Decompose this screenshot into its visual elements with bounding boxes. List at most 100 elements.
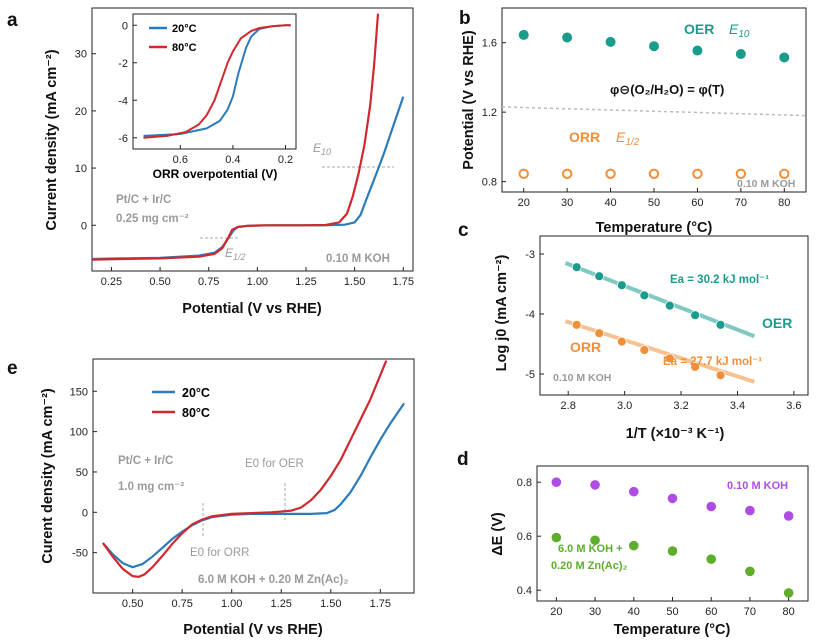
panel-d-ticks: 20 30 40 50 60 70 80 0.4 0.6 0.8	[517, 477, 795, 618]
panel-c-ticks: 2.8 3.0 3.2 3.4 3.6 -3 -4 -5	[525, 249, 801, 412]
panel-d-points	[551, 477, 794, 598]
high-koh-point-3	[667, 546, 678, 556]
panel-c-orr-label: ORR	[570, 339, 601, 355]
panel-d-xtick-label-3: 50	[666, 606, 678, 618]
panel-d-label: d	[457, 449, 469, 470]
panel-b-frame	[501, 7, 807, 193]
inset-curve-80c	[143, 24, 291, 139]
panel-b-xtick-label-2: 40	[604, 197, 616, 209]
panel-c-ytick-label-1: -4	[525, 309, 535, 321]
low-koh-point-2	[628, 486, 639, 497]
orr-logj0-point-0	[571, 319, 582, 330]
panel-e-ytick-label-1: 0	[82, 507, 88, 519]
inset-ytick-label-1: -2	[118, 58, 128, 70]
oer-point-4	[692, 45, 703, 56]
oer-logj0-point-1	[594, 271, 605, 282]
orr-point-5	[735, 168, 747, 179]
e-legend-80c: 80°C	[182, 406, 210, 420]
panel-b-xtick-label-6: 80	[778, 197, 790, 209]
panel-b-ytick-label-0: 0.8	[482, 177, 497, 189]
panel-e-ticks: 0.50 0.75 1.00 1.25 1.50 1.75 -50 0 50 100 150	[70, 386, 391, 610]
low-koh-point-6	[783, 511, 794, 521]
kohlow-label: 0.10 M KOH	[727, 480, 788, 492]
panel-e-label: e	[7, 358, 18, 379]
panel-b-points	[518, 29, 790, 179]
inset-ytick-label-0: 0	[122, 20, 128, 32]
panel-b-xtick-label-5: 70	[735, 197, 747, 209]
e10-label: E10	[313, 141, 331, 157]
panel-e-loading: 1.0 mg cm⁻²	[118, 481, 184, 493]
panel-d: d 20 30 40 50 60 70 80 0.4 0.6 0.8 0.10 M KOH 6.0…	[457, 449, 809, 638]
panel-e-ytick-label-4: 150	[70, 386, 88, 398]
panel-a-ytick-label-2: 20	[75, 106, 87, 118]
high-koh-point-1	[590, 535, 600, 546]
panel-b-ticks: 20 30 40 50 60 70 80 0.8 1.2 1.6	[482, 38, 791, 209]
panel-d-xlabel: Temperature (°C)	[614, 622, 731, 638]
equilibrium-label: φ⊖(O₂/H₂O) = φ(T)	[610, 82, 724, 97]
panel-e-curve-80c	[102, 360, 388, 579]
orr-logj0-point-2	[616, 336, 627, 347]
panel-c: c 2.8 3.0 3.2 3.4 3.6 -3 -4 -5 Ea = 30.2 kJ mol…	[458, 220, 809, 442]
panel-a-xtick-label-0: 0.25	[101, 276, 122, 288]
panel-e-xtick-label-2: 1.00	[221, 598, 242, 610]
orr-point-6	[779, 168, 790, 179]
panel-c-points	[571, 262, 726, 381]
panel-b-xlabel: Temperature (°C)	[596, 220, 713, 236]
oer-point-6	[779, 52, 790, 63]
panel-d-xtick-label-6: 80	[783, 606, 795, 618]
panel-d-xtick-label-0: 20	[550, 606, 562, 618]
orr-logj0-point-6	[715, 370, 726, 381]
orr-point-2	[605, 168, 616, 179]
panel-b: b 20 30 40 50 60 70 80 0.8 1.2 1.6 OER E10 φ⊖(O₂/…	[459, 7, 807, 236]
oer-label: OER	[684, 21, 714, 37]
inset-frame	[132, 13, 297, 150]
panel-c-xtick-label-0: 2.8	[561, 400, 576, 412]
panel-a-xtick-label-6: 1.75	[393, 276, 414, 288]
inset-xlabel: ORR overpotential (V)	[153, 167, 278, 181]
panel-b-xtick-label-0: 20	[518, 197, 530, 209]
panel-a-xtick-label-4: 1.25	[295, 276, 316, 288]
inset-legend-80c: 80°C	[172, 42, 197, 54]
panel-e-xtick-label-1: 0.75	[171, 598, 192, 610]
panel-a-electrolyte: 0.10 M KOH	[326, 253, 390, 265]
panel-b-xtick-label-4: 60	[691, 197, 703, 209]
panel-a-loading: 0.25 mg cm⁻²	[116, 213, 189, 225]
inset-xtick-label-0: 0.6	[173, 154, 188, 166]
panel-d-ylabel: ΔE (V)	[490, 512, 506, 556]
orr-logj0-point-1	[594, 328, 605, 339]
panel-b-ytick-label-2: 1.6	[482, 38, 497, 50]
oer-logj0-point-2	[616, 280, 627, 291]
oer-logj0-point-4	[664, 300, 675, 311]
orr-logj0-point-4	[664, 353, 675, 364]
panel-b-electrolyte: 0.10 M KOH	[737, 178, 795, 190]
kohhigh-label-2: 0.20 M Zn(Ac)₂	[551, 560, 628, 572]
panel-e-catalyst: Pt/C + Ir/C	[118, 455, 173, 467]
panel-a-ytick-label-1: 10	[75, 163, 87, 175]
orr-point-0	[518, 168, 529, 179]
oer-logj0-point-3	[639, 290, 650, 301]
panel-c-xtick-label-2: 3.2	[673, 400, 688, 412]
panel-b-ytick-label-1: 1.2	[482, 107, 497, 119]
e0-orr-label: E0 for ORR	[190, 547, 249, 559]
panel-e-xtick-label-3: 1.25	[271, 598, 292, 610]
orr-point-3	[648, 168, 660, 179]
panel-b-ylabel: Potential (V vs RHE)	[461, 30, 477, 170]
orr-point-4	[692, 168, 703, 179]
orr-ea-label: Ea = 27.7 kJ mol⁻¹	[663, 356, 762, 368]
e12-label: E1/2	[225, 246, 246, 262]
low-koh-point-5	[745, 505, 755, 516]
oer-ea-label: Ea = 30.2 kJ mol⁻¹	[670, 274, 769, 286]
panel-d-xtick-label-4: 60	[705, 606, 717, 618]
panel-a-label: a	[7, 10, 18, 31]
panel-c-oer-label: OER	[762, 315, 792, 331]
panel-e-ytick-label-3: 100	[70, 427, 88, 439]
panel-c-electrolyte: 0.10 M KOH	[553, 372, 611, 384]
inset-legend-20c: 20°C	[172, 23, 197, 35]
panel-d-xtick-label-1: 30	[589, 606, 601, 618]
panel-c-xtick-label-1: 3.0	[617, 400, 632, 412]
panel-c-ytick-label-0: -3	[525, 249, 535, 261]
oer-point-3	[649, 41, 659, 52]
panel-a-frame	[91, 7, 414, 272]
high-koh-point-0	[551, 532, 562, 543]
